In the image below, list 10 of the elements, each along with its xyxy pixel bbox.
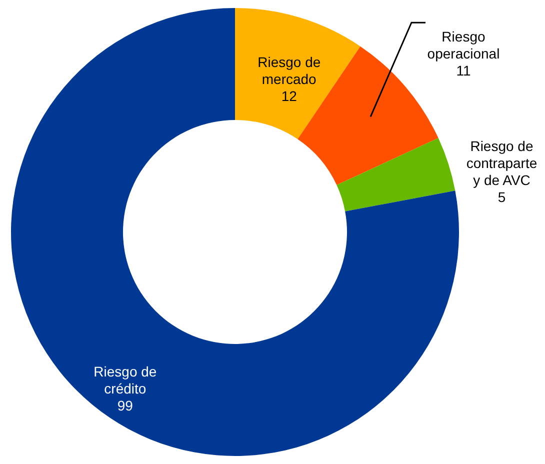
- data-label: 12: [281, 88, 298, 104]
- data-label: 11: [456, 62, 471, 79]
- donut-slice: [336, 138, 456, 212]
- slice-label: Riesgo de contraparte y de AVC: [466, 138, 538, 188]
- slice-label: Riesgo de mercado: [258, 54, 321, 88]
- data-label: 5: [498, 188, 506, 205]
- slice-label: Riesgo de crédito: [94, 363, 157, 396]
- slice-label: Riesgo operacional: [427, 28, 500, 62]
- donut-slice: [235, 8, 360, 140]
- data-label: 99: [117, 397, 134, 414]
